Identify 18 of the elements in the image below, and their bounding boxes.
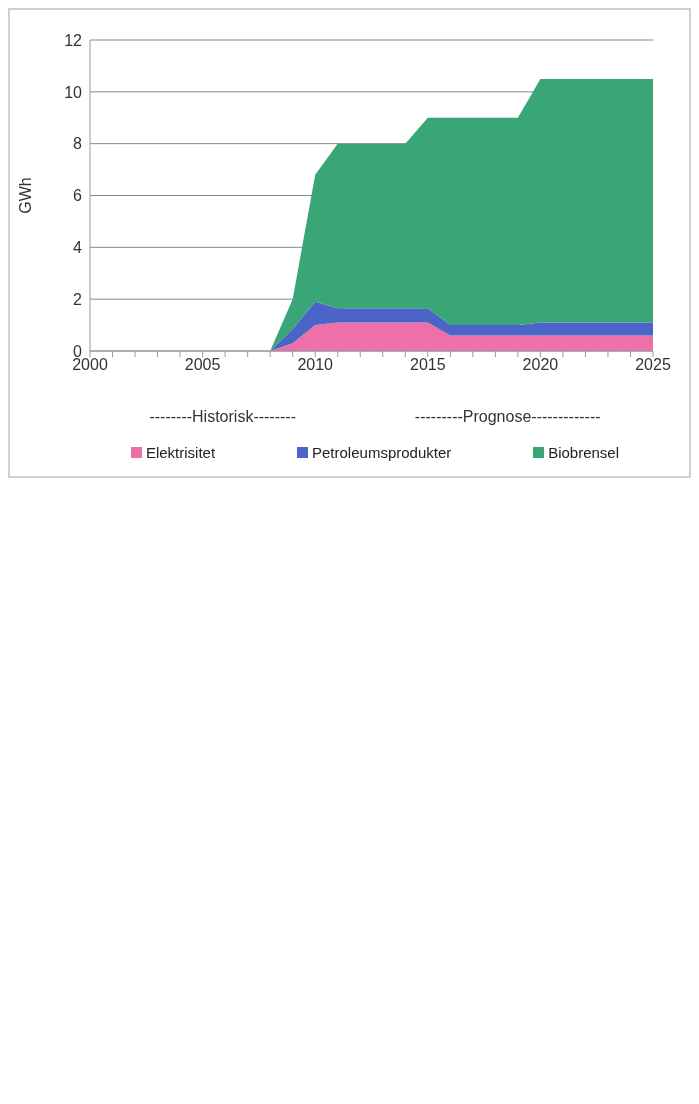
text: --------Historisk-------- (149, 408, 297, 426)
x-tick-label: 2015 (410, 356, 446, 374)
x-tick-label: 2020 (522, 356, 559, 374)
x-tick-label: 2010 (297, 356, 334, 374)
legend-label: Biobrensel (548, 444, 620, 461)
y-tick-label: 6 (73, 187, 83, 205)
text: ---------Prognose------------- (414, 408, 601, 426)
x-tick-label: 2025 (635, 356, 671, 374)
y-tick-label: 4 (73, 239, 83, 257)
y-tick-label: 8 (73, 135, 83, 153)
y-axis-title: GWh (16, 177, 34, 214)
y-tick-label: 2 (73, 290, 83, 308)
x-tick-label: 2005 (184, 356, 221, 374)
legend-label: Elektrisitet (145, 444, 216, 461)
y-tick-label: 10 (64, 83, 83, 101)
legend-label: Petroleumsprodukter (312, 444, 452, 461)
y-tick-label: 12 (64, 31, 83, 49)
x-tick-label: 2000 (72, 356, 108, 374)
